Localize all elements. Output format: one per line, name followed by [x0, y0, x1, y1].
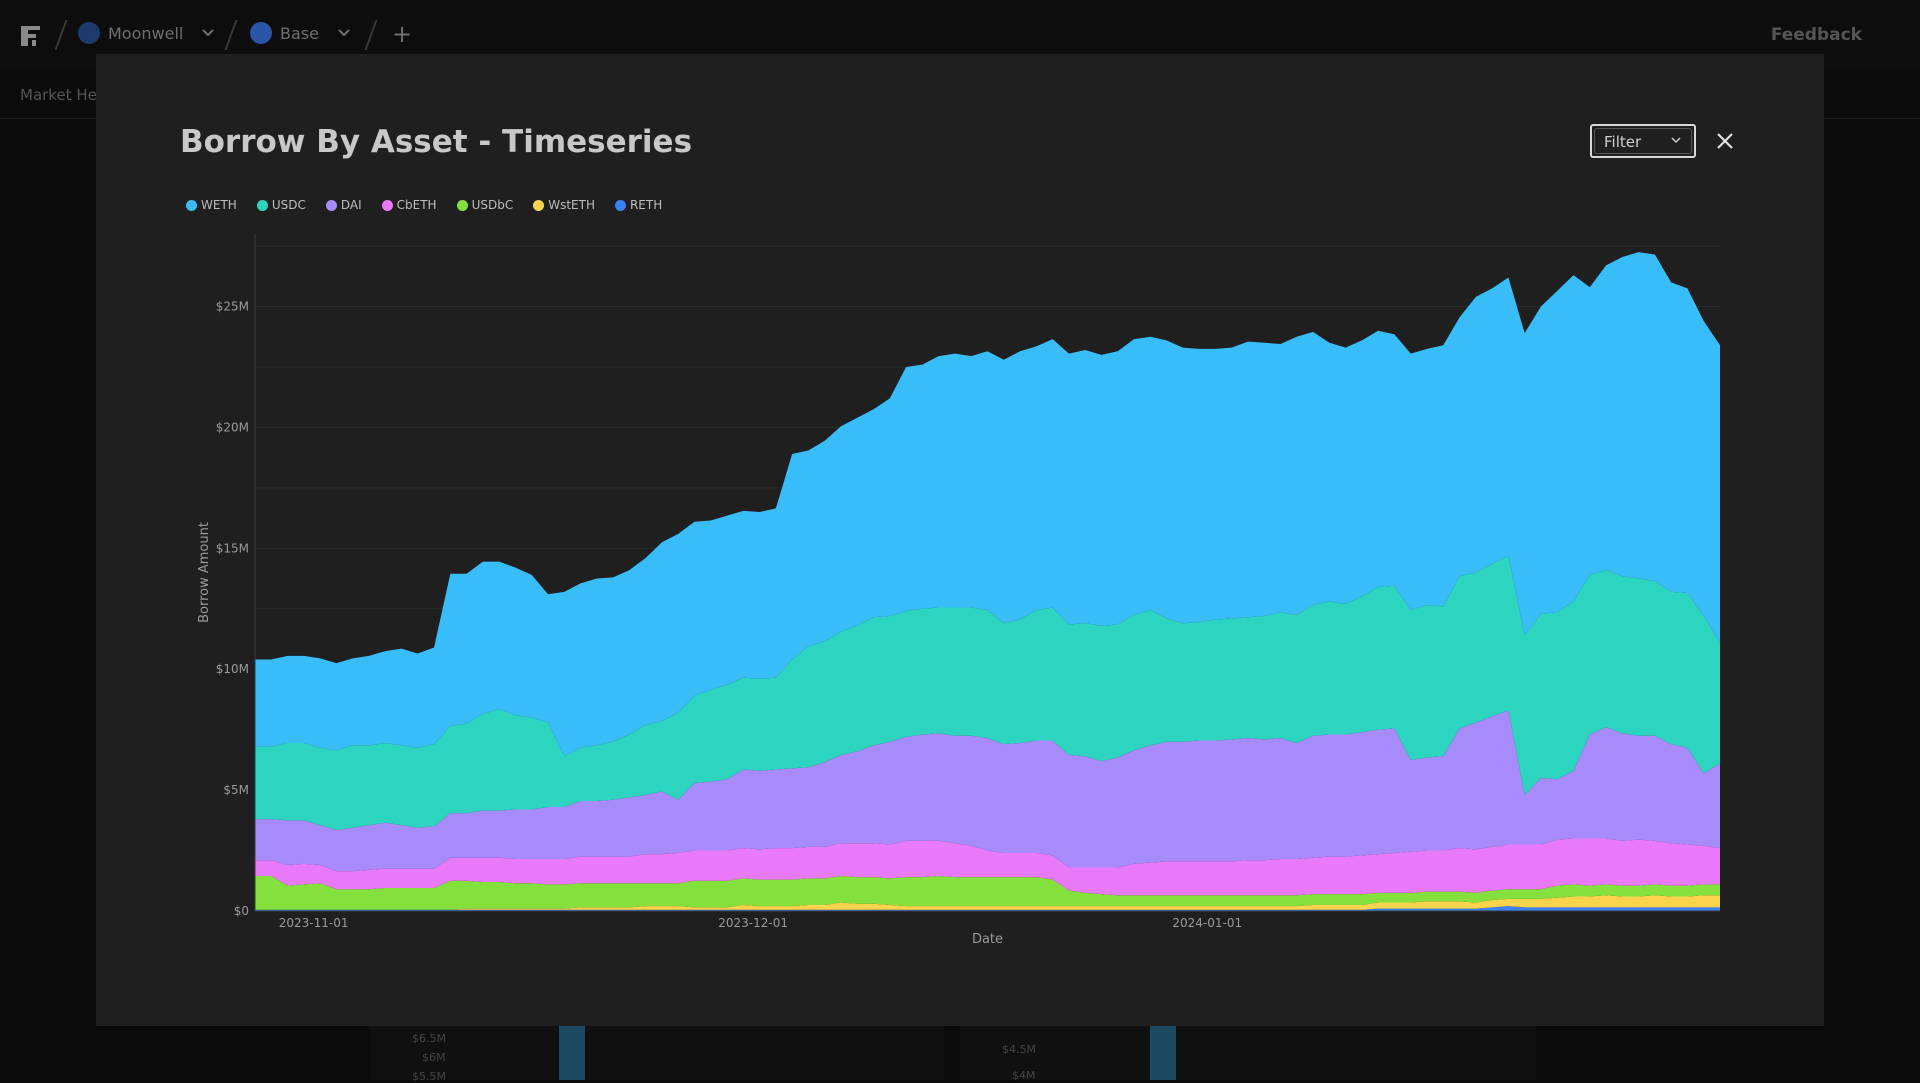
breadcrumb-separator — [364, 20, 378, 50]
filter-label: Filter — [1604, 133, 1642, 151]
legend-label: USDbC — [471, 198, 514, 212]
legend-swatch — [256, 199, 268, 211]
stacked-area-chart: $0 $5M $10M $15M $20M $25M 2023-11-01 2023-12-0… — [197, 234, 1720, 947]
background-bar — [559, 1025, 585, 1080]
y-tick-label: $0 — [234, 904, 249, 918]
moonwell-icon — [78, 22, 100, 44]
app-logo-icon[interactable] — [20, 24, 42, 48]
x-tick-label: 2024-01-01 — [1172, 916, 1242, 930]
chain-selector[interactable]: Base — [250, 22, 351, 44]
legend-item-wsteth[interactable]: WstETH — [533, 198, 595, 212]
chart-modal: Borrow By Asset - Timeseries Filter WETH… — [96, 54, 1824, 1026]
filter-dropdown[interactable]: Filter — [1590, 124, 1696, 158]
chain-name: Base — [280, 23, 319, 43]
legend-swatch — [186, 199, 197, 211]
feedback-link[interactable]: Feedback — [1770, 25, 1862, 45]
area-series-weth — [255, 252, 1720, 757]
background-tick: $4M — [1012, 1069, 1036, 1082]
legend-item-reth[interactable]: RETH — [614, 198, 663, 212]
base-chain-icon — [250, 22, 272, 44]
legend-label: CbETH — [396, 198, 437, 212]
chart-legend: WETH USDC DAI CbETH USDbC WstETH RETH — [186, 198, 662, 212]
legend-label: DAI — [340, 198, 362, 212]
background-tick: $4.5M — [1002, 1043, 1036, 1056]
project-name: Moonwell — [108, 23, 184, 43]
add-button[interactable]: + — [392, 20, 413, 48]
y-tick-label: $20M — [216, 420, 249, 434]
y-tick-label: $15M — [216, 541, 249, 555]
legend-label: USDC — [271, 198, 306, 212]
legend-item-cbeth[interactable]: CbETH — [381, 198, 437, 212]
y-tick-label: $5M — [223, 783, 249, 797]
area-series-cbeth — [255, 838, 1720, 896]
legend-swatch — [456, 199, 468, 211]
y-tick-label: $10M — [216, 662, 249, 676]
legend-swatch — [381, 199, 393, 211]
x-tick-label: 2023-11-01 — [279, 916, 349, 930]
legend-item-weth[interactable]: WETH — [186, 198, 237, 212]
legend-label: RETH — [629, 198, 663, 212]
close-icon[interactable] — [1714, 130, 1736, 152]
area-series-wsteth — [255, 895, 1720, 910]
legend-item-usdc[interactable]: USDC — [256, 198, 306, 212]
legend-label: WETH — [201, 198, 237, 212]
y-tick-label: $25M — [216, 300, 249, 314]
project-selector[interactable]: Moonwell — [78, 22, 215, 44]
x-axis-title: Date — [972, 932, 1003, 947]
legend-item-dai[interactable]: DAI — [325, 198, 362, 212]
chevron-down-icon — [1671, 137, 1681, 144]
background-bar — [1150, 1025, 1176, 1080]
filter-dropdown-inner — [1594, 128, 1692, 154]
legend-swatch — [533, 199, 545, 211]
modal-title: Borrow By Asset - Timeseries — [180, 124, 693, 160]
chevron-down-icon — [202, 29, 215, 37]
market-health-tab[interactable]: Market Hea — [20, 86, 107, 104]
background-tick: $5.5M — [412, 1070, 446, 1083]
x-tick-label: 2023-12-01 — [718, 916, 788, 930]
breadcrumb-separator — [224, 20, 238, 50]
legend-label: WstETH — [548, 198, 595, 212]
chevron-down-icon — [338, 29, 350, 37]
legend-swatch — [614, 199, 626, 211]
legend-item-usdbc[interactable]: USDbC — [456, 198, 514, 212]
area-series-dai — [255, 710, 1720, 872]
background-tick: $6.5M — [412, 1032, 446, 1045]
y-axis-title: Borrow Amount — [197, 522, 212, 623]
background-tick: $6M — [422, 1051, 446, 1064]
area-series-usdbc — [255, 875, 1720, 910]
breadcrumb-separator — [54, 20, 68, 50]
area-series-usdc — [255, 555, 1720, 831]
legend-swatch — [325, 199, 337, 211]
